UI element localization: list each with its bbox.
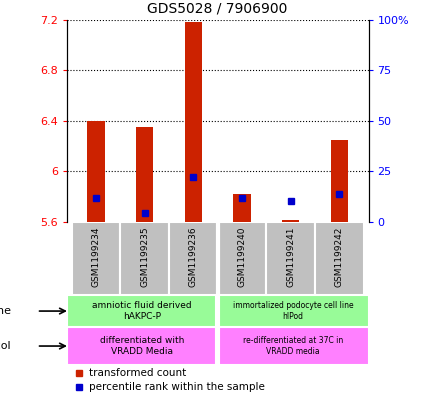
Bar	[120, 222, 169, 295]
Text: GSM1199234: GSM1199234	[91, 227, 100, 287]
Bar	[266, 222, 314, 295]
Text: GSM1199236: GSM1199236	[188, 227, 197, 287]
Bar	[136, 127, 153, 222]
Bar	[67, 327, 215, 365]
Text: immortalized podocyte cell line
hIPod: immortalized podocyte cell line hIPod	[232, 301, 353, 321]
Bar	[217, 222, 266, 295]
Bar	[184, 22, 201, 222]
Text: re-differentiated at 37C in
VRADD media: re-differentiated at 37C in VRADD media	[243, 336, 342, 356]
Text: amniotic fluid derived
hAKPC-P: amniotic fluid derived hAKPC-P	[92, 301, 192, 321]
Text: GSM1199241: GSM1199241	[286, 227, 295, 287]
Text: GSM1199242: GSM1199242	[334, 227, 343, 287]
Text: differentiated with
VRADD Media: differentiated with VRADD Media	[100, 336, 184, 356]
Bar	[169, 222, 217, 295]
Bar	[282, 220, 298, 222]
Text: GSM1199235: GSM1199235	[140, 227, 149, 287]
Text: GSM1199240: GSM1199240	[237, 227, 246, 287]
Bar	[87, 121, 104, 222]
Title: GDS5028 / 7906900: GDS5028 / 7906900	[147, 2, 287, 16]
Text: growth protocol: growth protocol	[0, 341, 11, 351]
Bar	[233, 194, 250, 222]
Bar	[219, 327, 368, 365]
Bar	[219, 295, 368, 327]
Bar	[71, 222, 120, 295]
Text: transformed count: transformed count	[89, 368, 186, 378]
Text: percentile rank within the sample: percentile rank within the sample	[89, 382, 265, 392]
Bar	[314, 222, 363, 295]
Text: cell line: cell line	[0, 306, 11, 316]
Bar	[330, 140, 347, 222]
Bar	[67, 295, 215, 327]
